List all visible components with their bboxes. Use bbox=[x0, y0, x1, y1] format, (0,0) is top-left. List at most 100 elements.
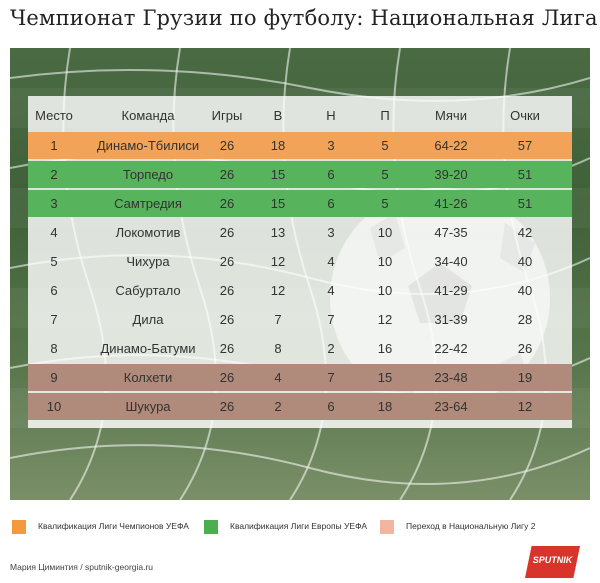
table-row: 7 Дила 26 7 7 12 31-39 28 bbox=[28, 306, 572, 333]
cell-draws: 4 bbox=[327, 283, 335, 298]
cell-wins: 4 bbox=[274, 370, 282, 385]
cell-team: Торпедо bbox=[122, 167, 174, 182]
cell-losses: 15 bbox=[377, 370, 393, 385]
cell-team: Чихура bbox=[126, 254, 170, 269]
cell-goals: 41-29 bbox=[434, 283, 468, 298]
cell-games: 26 bbox=[219, 225, 235, 240]
cell-draws: 3 bbox=[327, 225, 335, 240]
cell-draws: 6 bbox=[327, 167, 335, 182]
cell-goals: 47-35 bbox=[434, 225, 468, 240]
legend-uel-label: Квалификация Лиги Европы УЕФА bbox=[230, 521, 368, 531]
cell-losses: 5 bbox=[381, 196, 389, 211]
cell-wins: 18 bbox=[270, 138, 286, 153]
cell-losses: 10 bbox=[377, 225, 393, 240]
cell-points: 42 bbox=[517, 225, 533, 240]
table-row: 6 Сабуртало 26 12 4 10 41-29 40 bbox=[28, 277, 572, 304]
cell-wins: 12 bbox=[270, 254, 286, 269]
cell-points: 19 bbox=[517, 370, 533, 385]
table-row: 1 Динамо-Тбилиси 26 18 3 5 64-22 57 bbox=[28, 132, 572, 159]
cell-place: 10 bbox=[46, 399, 62, 414]
cell-goals: 34-40 bbox=[434, 254, 468, 269]
col-wins: В bbox=[273, 108, 283, 123]
cell-team: Дила bbox=[132, 312, 164, 327]
col-losses: П bbox=[380, 108, 390, 123]
cell-wins: 12 bbox=[270, 283, 286, 298]
cell-goals: 22-42 bbox=[434, 341, 468, 356]
cell-place: 4 bbox=[50, 225, 58, 240]
page-title: Чемпионат Грузии по футболу: Национальна… bbox=[10, 6, 598, 30]
credit-line: Мария Циминтия / sputnik-georgia.ru bbox=[10, 562, 154, 572]
cell-games: 26 bbox=[219, 196, 235, 211]
col-goals: Мячи bbox=[435, 108, 467, 123]
cell-draws: 2 bbox=[327, 341, 335, 356]
cell-points: 57 bbox=[517, 138, 533, 153]
cell-games: 26 bbox=[219, 167, 235, 182]
sputnik-logo: SPUTNIK bbox=[525, 546, 580, 578]
col-draws: Н bbox=[326, 108, 336, 123]
cell-place: 7 bbox=[50, 312, 58, 327]
cell-losses: 16 bbox=[377, 341, 393, 356]
table-row: 8 Динамо-Батуми 26 8 2 16 22-42 26 bbox=[28, 335, 572, 362]
cell-team: Сабуртало bbox=[115, 283, 181, 298]
cell-wins: 13 bbox=[270, 225, 286, 240]
cell-place: 3 bbox=[50, 196, 58, 211]
table-row: 4 Локомотив 26 13 3 10 47-35 42 bbox=[28, 219, 572, 246]
cell-wins: 2 bbox=[274, 399, 282, 414]
col-team: Команда bbox=[121, 108, 175, 123]
cell-games: 26 bbox=[219, 370, 235, 385]
cell-points: 28 bbox=[517, 312, 533, 327]
cell-losses: 18 bbox=[377, 399, 393, 414]
col-games: Игры bbox=[211, 108, 243, 123]
cell-goals: 41-26 bbox=[434, 196, 468, 211]
cell-draws: 6 bbox=[327, 196, 335, 211]
cell-points: 40 bbox=[517, 283, 533, 298]
legend-ucl-swatch bbox=[12, 520, 26, 534]
cell-goals: 23-48 bbox=[434, 370, 468, 385]
legend-uel-swatch bbox=[204, 520, 218, 534]
cell-games: 26 bbox=[219, 399, 235, 414]
legend-relegation-swatch bbox=[380, 520, 394, 534]
cell-games: 26 bbox=[219, 341, 235, 356]
cell-place: 2 bbox=[50, 167, 58, 182]
cell-points: 12 bbox=[517, 399, 533, 414]
cell-wins: 8 bbox=[274, 341, 282, 356]
cell-draws: 7 bbox=[327, 312, 335, 327]
table-row: 5 Чихура 26 12 4 10 34-40 40 bbox=[28, 248, 572, 275]
logo-text: SPUTNIK bbox=[532, 555, 573, 565]
cell-games: 26 bbox=[219, 312, 235, 327]
cell-wins: 15 bbox=[270, 196, 286, 211]
cell-team: Динамо-Батуми bbox=[100, 341, 196, 356]
cell-games: 26 bbox=[219, 254, 235, 269]
cell-losses: 5 bbox=[381, 167, 389, 182]
cell-wins: 15 bbox=[270, 167, 286, 182]
cell-place: 1 bbox=[50, 138, 58, 153]
cell-draws: 7 bbox=[327, 370, 335, 385]
cell-goals: 64-22 bbox=[434, 138, 468, 153]
cell-draws: 6 bbox=[327, 399, 335, 414]
cell-goals: 31-39 bbox=[434, 312, 468, 327]
cell-draws: 4 bbox=[327, 254, 335, 269]
cell-losses: 12 bbox=[377, 312, 393, 327]
table-row: 3 Самтредия 26 15 6 5 41-26 51 bbox=[28, 190, 572, 217]
cell-team: Локомотив bbox=[115, 225, 181, 240]
cell-losses: 5 bbox=[381, 138, 389, 153]
cell-place: 5 bbox=[50, 254, 58, 269]
table-header: Место Команда Игры В Н П Мячи Очки bbox=[28, 104, 572, 128]
cell-place: 8 bbox=[50, 341, 58, 356]
cell-draws: 3 bbox=[327, 138, 335, 153]
table-row: 2 Торпедо 26 15 6 5 39-20 51 bbox=[28, 161, 572, 188]
col-place: Место bbox=[35, 108, 73, 123]
col-points: Очки bbox=[510, 108, 540, 123]
table-row: 10 Шукура 26 2 6 18 23-64 12 bbox=[28, 393, 572, 420]
cell-place: 6 bbox=[50, 283, 58, 298]
cell-wins: 7 bbox=[274, 312, 282, 327]
cell-losses: 10 bbox=[377, 254, 393, 269]
cell-team: Динамо-Тбилиси bbox=[96, 138, 200, 153]
cell-team: Шукура bbox=[125, 399, 171, 414]
cell-losses: 10 bbox=[377, 283, 393, 298]
cell-games: 26 bbox=[219, 283, 235, 298]
cell-place: 9 bbox=[50, 370, 58, 385]
cell-points: 51 bbox=[517, 167, 533, 182]
cell-points: 26 bbox=[517, 341, 533, 356]
cell-team: Самтредия bbox=[114, 196, 182, 211]
